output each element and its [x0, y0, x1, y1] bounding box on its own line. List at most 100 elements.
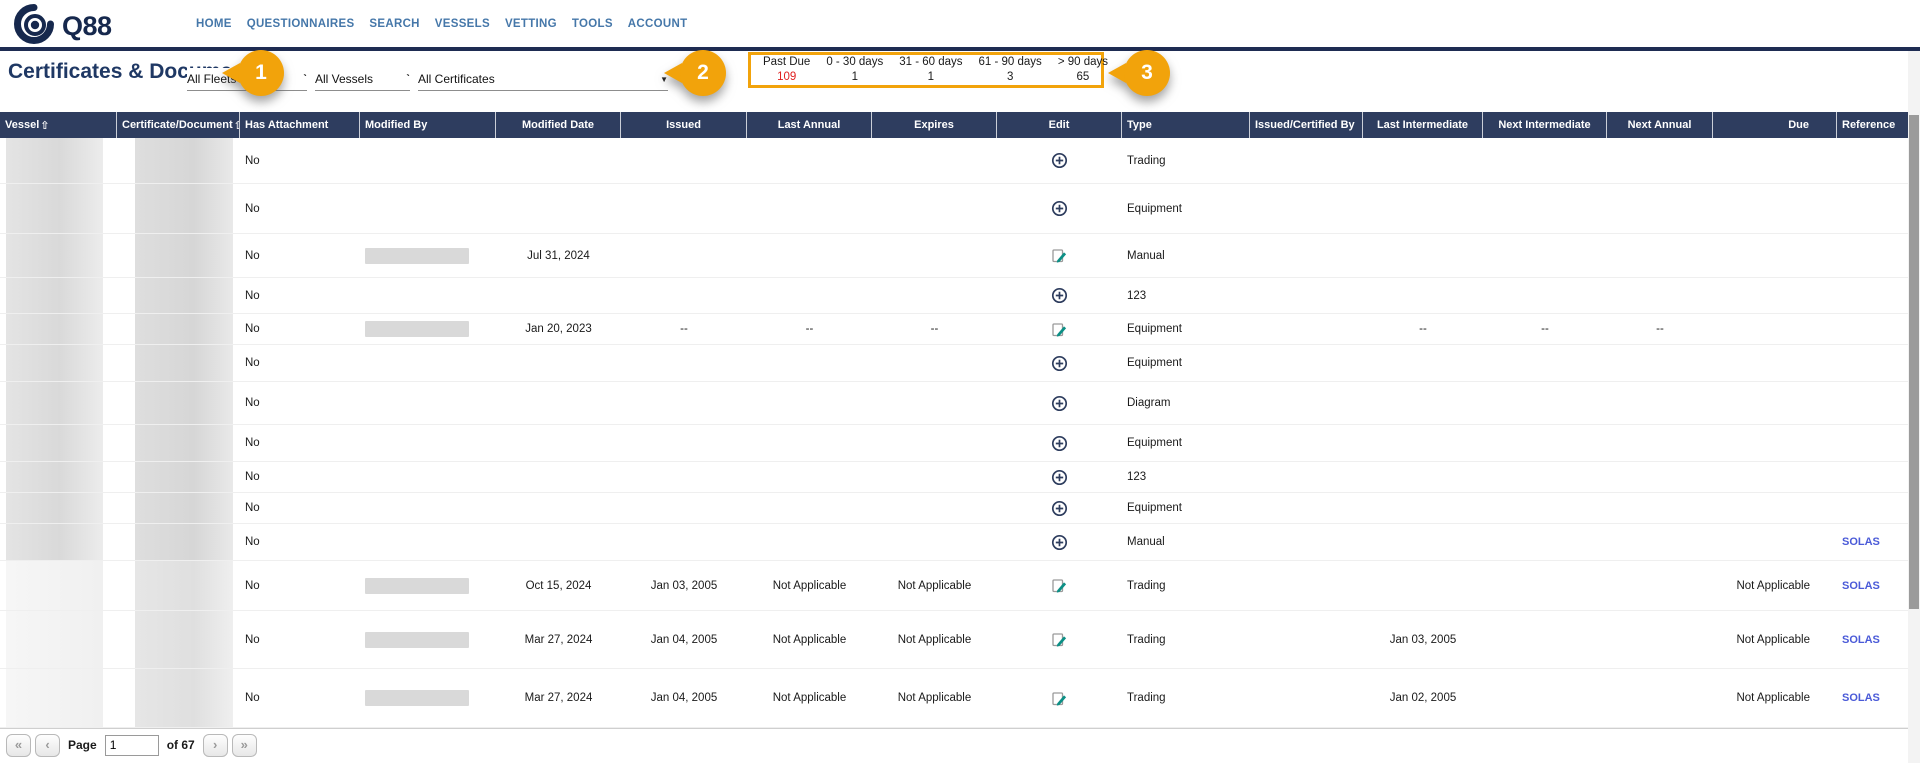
page-number-input[interactable] — [105, 735, 159, 756]
column-header-label: Last Intermediate — [1377, 119, 1468, 131]
cell-hasAttachment: No — [240, 524, 360, 560]
column-header-label: Has Attachment — [245, 119, 328, 131]
add-button[interactable] — [1051, 287, 1068, 304]
cell-hasAttachment: No — [240, 462, 360, 492]
cell-vessel — [0, 611, 117, 668]
nav-link-questionnaires[interactable]: QUESTIONNAIRES — [247, 18, 355, 30]
cell-nextAnnual — [1607, 561, 1713, 610]
reference-link[interactable]: SOLAS — [1842, 580, 1880, 592]
cell-edit — [997, 462, 1122, 492]
cell-nextAnnual — [1607, 669, 1713, 727]
cell-certificate — [117, 425, 240, 461]
brand[interactable]: Q88 — [14, 4, 112, 49]
nav-link-account[interactable]: ACCOUNT — [628, 18, 688, 30]
nav-link-search[interactable]: SEARCH — [369, 18, 419, 30]
cell-issued: Jan 04, 2005 — [621, 669, 747, 727]
cell-issued — [621, 493, 747, 523]
add-button[interactable] — [1051, 200, 1068, 217]
vertical-scrollbar-thumb[interactable] — [1909, 115, 1919, 609]
edit-button[interactable] — [1051, 631, 1068, 648]
add-button[interactable] — [1051, 152, 1068, 169]
summary-stat: 61 - 90 days3 — [971, 55, 1050, 85]
add-button[interactable] — [1051, 355, 1068, 372]
brand-text: Q88 — [62, 11, 112, 42]
modified-by-redacted — [365, 248, 469, 264]
cell-type: Equipment — [1122, 184, 1250, 233]
cell-lastAnnual — [747, 462, 872, 492]
vessel-name-redacted — [6, 524, 103, 560]
cell-due — [1713, 462, 1837, 492]
nav-link-vetting[interactable]: VETTING — [505, 18, 557, 30]
cell-lastIntermediate — [1363, 425, 1483, 461]
vessel-name-redacted — [6, 314, 103, 344]
edit-button[interactable] — [1051, 577, 1068, 594]
vessel-select[interactable]: All Vessels ˋ — [315, 68, 410, 91]
pagination-bar: « ‹ Page of 67 › » — [6, 733, 257, 757]
cell-issuedCertifiedBy — [1250, 138, 1363, 183]
cell-modifiedBy — [360, 278, 496, 313]
cell-due: Not Applicable — [1713, 561, 1837, 610]
column-header-label: Last Annual — [778, 119, 841, 131]
column-header-vessel[interactable]: Vessel⇧ — [0, 112, 117, 138]
cell-expires — [872, 462, 997, 492]
edit-button[interactable] — [1051, 247, 1068, 264]
table-row: No123 — [0, 462, 1920, 493]
table-row: NoMar 27, 2024Jan 04, 2005Not Applicable… — [0, 669, 1920, 728]
cell-issued — [621, 184, 747, 233]
prev-page-button[interactable]: ‹ — [35, 734, 60, 757]
cell-expires — [872, 138, 997, 183]
nav-link-vessels[interactable]: VESSELS — [435, 18, 490, 30]
cell-modifiedDate — [496, 138, 621, 183]
cell-modifiedBy — [360, 669, 496, 727]
q88-logo-icon — [14, 4, 54, 49]
cell-nextIntermediate — [1483, 234, 1607, 277]
add-button[interactable] — [1051, 469, 1068, 486]
edit-button[interactable] — [1051, 690, 1068, 707]
cell-modifiedDate: Oct 15, 2024 — [496, 561, 621, 610]
reference-link[interactable]: SOLAS — [1842, 634, 1880, 646]
column-header-certificate[interactable]: Certificate/Document⇧ — [117, 112, 240, 138]
last-page-button[interactable]: » — [232, 734, 257, 757]
page-total-label: of 67 — [167, 738, 195, 752]
add-button[interactable] — [1051, 395, 1068, 412]
reference-link[interactable]: SOLAS — [1842, 536, 1880, 548]
cell-edit — [997, 524, 1122, 560]
callout-number: 3 — [1124, 50, 1170, 96]
cell-expires: Not Applicable — [872, 611, 997, 668]
cell-nextIntermediate — [1483, 278, 1607, 313]
cell-lastIntermediate: Jan 02, 2005 — [1363, 669, 1483, 727]
cell-modifiedDate: Jul 31, 2024 — [496, 234, 621, 277]
cell-issued — [621, 278, 747, 313]
reference-link[interactable]: SOLAS — [1842, 692, 1880, 704]
summary-stat-label: 0 - 30 days — [826, 55, 883, 70]
cell-modifiedBy — [360, 425, 496, 461]
edit-certificate-icon — [1051, 631, 1068, 648]
add-certificate-icon — [1051, 287, 1068, 304]
cell-issued — [621, 382, 747, 424]
edit-certificate-icon — [1051, 690, 1068, 707]
add-button[interactable] — [1051, 435, 1068, 452]
add-button[interactable] — [1051, 534, 1068, 551]
cell-due — [1713, 138, 1837, 183]
add-certificate-icon — [1051, 200, 1068, 217]
next-page-button[interactable]: › — [203, 734, 228, 757]
cell-issuedCertifiedBy — [1250, 425, 1363, 461]
cell-lastAnnual: Not Applicable — [747, 561, 872, 610]
column-header-label: Vessel — [5, 119, 39, 131]
cell-certificate — [117, 184, 240, 233]
vessel-name-redacted — [6, 561, 103, 610]
cell-modifiedDate — [496, 184, 621, 233]
certificate-select[interactable]: All Certificates ▼ — [418, 68, 668, 91]
cell-expires — [872, 184, 997, 233]
nav-link-tools[interactable]: TOOLS — [572, 18, 613, 30]
cell-vessel — [0, 234, 117, 277]
nav-link-home[interactable]: HOME — [196, 18, 232, 30]
cell-nextAnnual — [1607, 524, 1713, 560]
summary-stat: Past Due109 — [755, 55, 818, 85]
add-button[interactable] — [1051, 500, 1068, 517]
cell-certificate — [117, 382, 240, 424]
first-page-button[interactable]: « — [6, 734, 31, 757]
cell-due — [1713, 425, 1837, 461]
cell-modifiedBy — [360, 493, 496, 523]
edit-button[interactable] — [1051, 321, 1068, 338]
